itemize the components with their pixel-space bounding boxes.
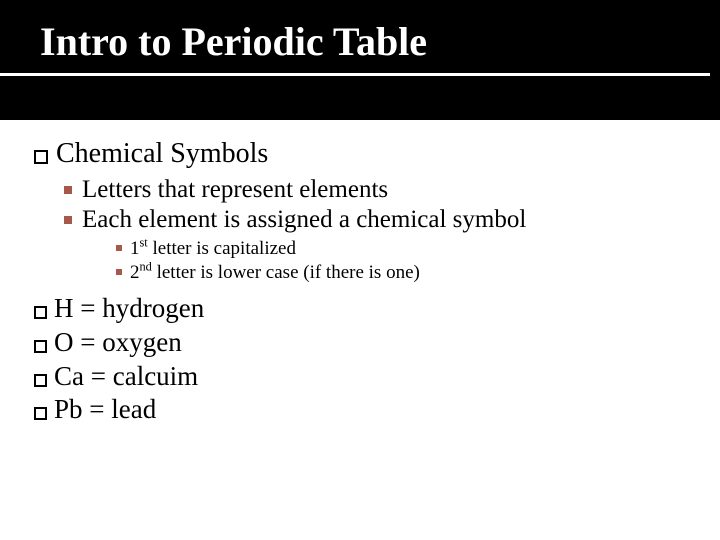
square-tiny-icon (116, 269, 122, 275)
element-row: Pb = lead (34, 393, 686, 427)
element-row: H = hydrogen (34, 292, 686, 326)
ord-rest: letter is lower case (if there is one) (152, 262, 420, 283)
ord-suffix: nd (140, 260, 152, 274)
heading-row: Chemical Symbols (34, 138, 686, 170)
square-solid-icon (64, 186, 72, 194)
level2-group: Letters that represent elements Each ele… (34, 176, 686, 234)
square-outline-icon (34, 407, 47, 420)
element-text: H = hydrogen (54, 292, 204, 326)
list-text: Each element is assigned a chemical symb… (82, 206, 526, 234)
heading-text: Chemical Symbols (56, 138, 268, 170)
square-tiny-icon (116, 245, 122, 251)
level3-group: 1st letter is capitalized 2nd letter is … (34, 238, 686, 284)
square-solid-icon (64, 216, 72, 224)
list-item: 2nd letter is lower case (if there is on… (116, 262, 686, 284)
list-item: Each element is assigned a chemical symb… (64, 206, 686, 234)
list-text: Letters that represent elements (82, 176, 388, 204)
square-outline-icon (34, 374, 47, 387)
slide-title: Intro to Periodic Table (0, 18, 710, 76)
square-outline-icon (34, 340, 47, 353)
element-text: Pb = lead (54, 393, 156, 427)
ord-suffix: st (140, 236, 148, 250)
square-outline-icon (34, 150, 48, 164)
list-item: Letters that represent elements (64, 176, 686, 204)
title-bar: Intro to Periodic Table (0, 18, 720, 76)
list-item: 1st letter is capitalized (116, 238, 686, 260)
ord-rest: letter is capitalized (148, 238, 296, 259)
square-outline-icon (34, 306, 47, 319)
ord-num: 2 (130, 262, 140, 283)
element-row: Ca = calcuim (34, 360, 686, 394)
list-text: 1st letter is capitalized (130, 238, 296, 260)
element-row: O = oxygen (34, 326, 686, 360)
element-text: O = oxygen (54, 326, 182, 360)
element-text: Ca = calcuim (54, 360, 198, 394)
ord-num: 1 (130, 238, 140, 259)
list-text: 2nd letter is lower case (if there is on… (130, 262, 420, 284)
content-panel: Chemical Symbols Letters that represent … (0, 120, 720, 540)
